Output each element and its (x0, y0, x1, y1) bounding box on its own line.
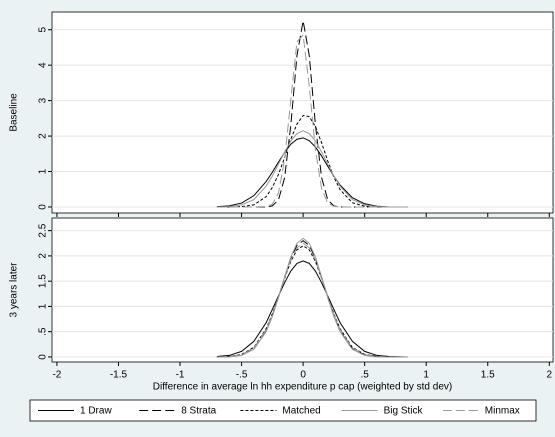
y-tick-label: .5 (38, 327, 49, 336)
y-axis-label: Baseline (9, 93, 20, 132)
x-tick-label: -1 (176, 370, 185, 381)
legend-label: 1 Draw (80, 406, 112, 417)
x-tick-label: -.5 (236, 370, 248, 381)
y-tick-label: 1 (38, 168, 49, 174)
legend-box (29, 399, 537, 422)
series-line (216, 137, 408, 208)
series-line (216, 237, 408, 358)
legend-label: 8 Strata (181, 406, 216, 417)
plot-area (51, 217, 554, 363)
legend-label: Matched (282, 406, 320, 417)
y-tick-label: 5 (38, 27, 49, 33)
x-tick-label: 0 (300, 370, 306, 381)
series-line (216, 242, 408, 358)
y-tick-label: 2 (38, 253, 49, 259)
plot-area (51, 11, 554, 214)
series-line (216, 33, 408, 208)
series-line (216, 114, 408, 208)
x-axis-label: Difference in average ln hh expenditure … (153, 382, 452, 393)
y-axis-label: 3 years later (9, 262, 20, 318)
x-tick-label: 2 (547, 370, 553, 381)
y-tick-label: 2 (38, 133, 49, 139)
x-tick-label: 1 (423, 370, 429, 381)
legend-label: Minmax (485, 406, 520, 417)
x-tick-label: .5 (360, 370, 369, 381)
y-tick-label: 3 (38, 97, 49, 103)
y-tick-label: 0 (38, 354, 49, 360)
y-tick-label: 0 (38, 204, 49, 210)
x-tick-label: 1.5 (481, 370, 495, 381)
series-line (216, 130, 408, 208)
y-tick-label: 4 (38, 62, 49, 68)
series-line (216, 260, 408, 358)
y-tick-label: 2.5 (38, 223, 49, 237)
y-tick-label: 1.5 (38, 274, 49, 288)
x-tick-label: -1.5 (110, 370, 128, 381)
x-tick-label: -2 (52, 370, 61, 381)
legend-label: Big Stick (384, 406, 424, 417)
y-tick-label: 1 (38, 303, 49, 309)
